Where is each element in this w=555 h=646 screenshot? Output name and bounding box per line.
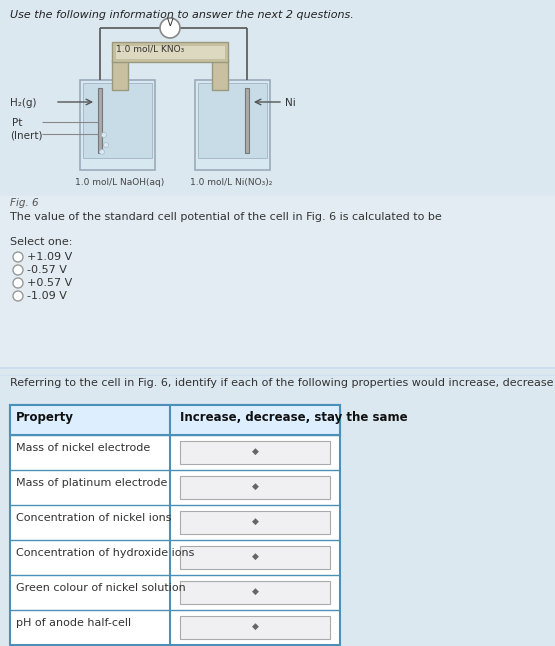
Text: Fig. 6: Fig. 6	[10, 198, 39, 208]
Circle shape	[102, 132, 107, 138]
Text: 1.0 mol/L NaOH(aq): 1.0 mol/L NaOH(aq)	[75, 178, 164, 187]
Text: 1.0 mol/L Ni(NO₃)₂: 1.0 mol/L Ni(NO₃)₂	[190, 178, 273, 187]
Text: Green colour of nickel solution: Green colour of nickel solution	[16, 583, 186, 593]
Text: Ni: Ni	[285, 98, 296, 108]
Bar	[83, 83, 152, 158]
Text: H₂(g): H₂(g)	[10, 98, 37, 108]
Circle shape	[13, 278, 23, 288]
Text: ◆: ◆	[251, 622, 259, 631]
Text: ◆: ◆	[251, 517, 259, 526]
Bar	[10, 405, 340, 645]
Bar	[195, 80, 270, 170]
Bar	[112, 60, 128, 90]
Text: Concentration of hydroxide ions: Concentration of hydroxide ions	[16, 548, 194, 558]
Bar	[180, 616, 330, 639]
Bar	[180, 441, 330, 464]
Circle shape	[160, 18, 180, 38]
Bar	[115, 45, 225, 59]
Bar	[0, 0, 555, 196]
Text: +1.09 V: +1.09 V	[27, 252, 72, 262]
Text: ◆: ◆	[251, 447, 259, 456]
Bar	[0, 196, 555, 370]
Bar	[180, 511, 330, 534]
Bar	[112, 42, 228, 62]
Bar	[180, 581, 330, 604]
Bar	[180, 476, 330, 499]
Bar	[0, 370, 555, 646]
Circle shape	[13, 265, 23, 275]
Text: ◆: ◆	[251, 587, 259, 596]
Circle shape	[13, 291, 23, 301]
Bar	[80, 80, 155, 170]
Text: Property: Property	[16, 411, 74, 424]
Bar	[98, 88, 102, 153]
Text: ◆: ◆	[251, 482, 259, 491]
Bar	[198, 83, 267, 158]
Text: Referring to the cell in Fig. 6, identify if each of the following properties wo: Referring to the cell in Fig. 6, identif…	[10, 378, 555, 388]
Text: Mass of nickel electrode: Mass of nickel electrode	[16, 443, 150, 453]
Bar	[245, 88, 249, 153]
Text: Increase, decrease, stay the same: Increase, decrease, stay the same	[180, 411, 407, 424]
Text: 1.0 mol/L KNO₃: 1.0 mol/L KNO₃	[116, 45, 184, 54]
Text: The value of the standard cell potential of the cell in Fig. 6 is calculated to : The value of the standard cell potential…	[10, 212, 442, 222]
Text: V: V	[166, 18, 173, 28]
Text: -0.57 V: -0.57 V	[27, 265, 67, 275]
Circle shape	[99, 149, 104, 154]
Bar	[180, 546, 330, 569]
Text: -1.09 V: -1.09 V	[27, 291, 67, 301]
Text: ◆: ◆	[251, 552, 259, 561]
Circle shape	[103, 143, 108, 147]
Bar	[10, 405, 340, 435]
Circle shape	[13, 252, 23, 262]
Text: (Inert): (Inert)	[10, 130, 43, 140]
Bar	[212, 60, 228, 90]
Text: Mass of platinum electrode: Mass of platinum electrode	[16, 478, 168, 488]
Text: pH of anode half-cell: pH of anode half-cell	[16, 618, 131, 628]
Text: Select one:: Select one:	[10, 237, 72, 247]
Text: +0.57 V: +0.57 V	[27, 278, 72, 288]
Text: Use the following information to answer the next 2 questions.: Use the following information to answer …	[10, 10, 354, 20]
Text: Pt: Pt	[12, 118, 22, 128]
Text: Concentration of nickel ions: Concentration of nickel ions	[16, 513, 171, 523]
